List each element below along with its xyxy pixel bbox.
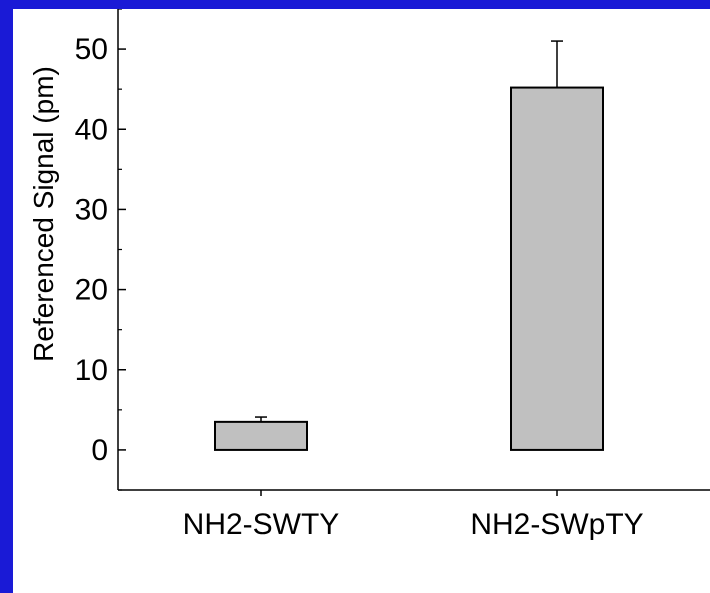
x-tick-label: NH2-SWTY bbox=[183, 508, 340, 541]
y-tick-label: 50 bbox=[75, 33, 108, 66]
bar-nh2-swpty bbox=[510, 86, 604, 451]
y-axis-title: Referenced Signal (pm) bbox=[28, 66, 59, 362]
y-tick-label: 20 bbox=[75, 274, 108, 307]
labels: 0 10 20 30 40 50 NH2-SWTY NH2-SWpTY bbox=[75, 33, 644, 541]
axes bbox=[117, 9, 710, 496]
y-tick-label: 40 bbox=[75, 113, 108, 146]
bars bbox=[214, 40, 604, 451]
x-tick-label: NH2-SWpTY bbox=[470, 508, 643, 541]
y-tick-label: 0 bbox=[91, 434, 108, 467]
y-tick-label: 10 bbox=[75, 354, 108, 387]
bar-nh2-swty bbox=[214, 420, 308, 451]
y-tick-label: 30 bbox=[75, 193, 108, 226]
chart-panel: 0 10 20 30 40 50 NH2-SWTY NH2-SWpTY Referenced … bbox=[13, 9, 710, 593]
bar-chart: 0 10 20 30 40 50 NH2-SWTY NH2-SWpTY Referenced … bbox=[28, 9, 710, 541]
